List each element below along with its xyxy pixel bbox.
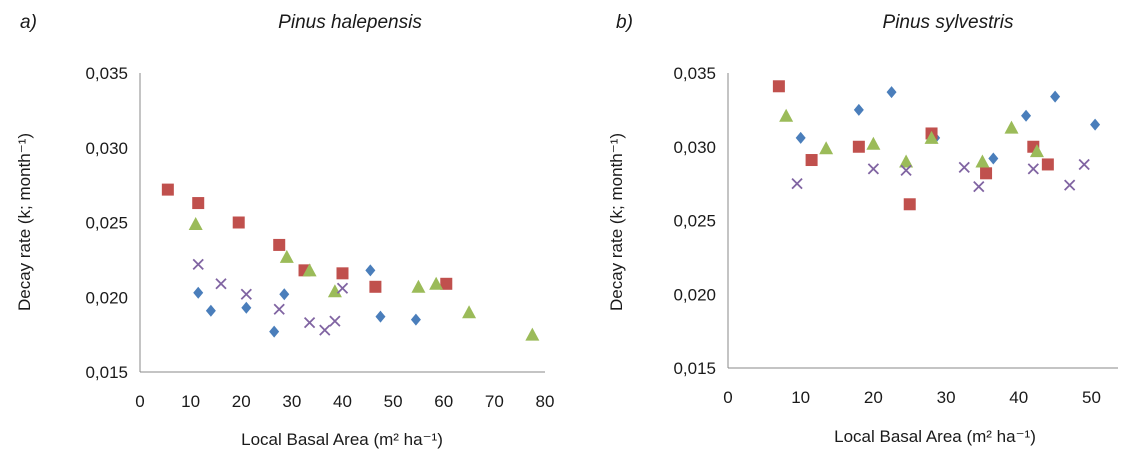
panel-a-title: Pinus halepensis	[278, 12, 422, 33]
panel-a-data-point-x	[192, 258, 204, 270]
panel-a-data-point-square	[273, 238, 286, 251]
panel-a-data-point-diamond	[269, 325, 280, 338]
panel-b-data-point-diamond	[1050, 90, 1061, 103]
panel-a-x-tick-label: 50	[384, 392, 403, 411]
panel-a-data-point-x	[240, 288, 252, 300]
panel-b-x-tick-label: 10	[791, 388, 810, 407]
panel-b-data-point-x	[1064, 179, 1076, 191]
panel-a-x-tick-label: 70	[485, 392, 504, 411]
panel-a-data-point-triangle	[525, 327, 540, 341]
panel-b-data-point-triangle	[1004, 120, 1019, 134]
panel-a-data-point-x	[303, 317, 316, 329]
panel-b-data-point-square	[980, 167, 993, 180]
panel-b-x-tick-label: 40	[1009, 388, 1028, 407]
panel-b-data-point-triangle	[975, 154, 990, 168]
panel-b-data-point-triangle	[1029, 144, 1044, 158]
panel-a-y-tick-label: 0,025	[85, 214, 128, 233]
panel-b-data-point-diamond	[886, 86, 897, 99]
panel-b-data-point-triangle	[819, 141, 834, 155]
panel-a-y-tick-label: 0,030	[85, 139, 128, 158]
panel-a-marks: 0,015 0,020 0,025 0,030 0,035 0 10 20 30 40 50 60 70…	[85, 64, 554, 411]
panel-b-data-point-diamond	[1090, 118, 1101, 131]
panel-b-y-tick-label: 0,035	[673, 64, 716, 83]
panel-b-x-tick-label: 30	[937, 388, 956, 407]
panel-b-data-point-x	[791, 177, 803, 190]
panel-b-marks: 0,015 0,020 0,025 0,030 0,035 0 10 20 30 40 50	[673, 64, 1100, 407]
panel-a-data-point-square	[232, 216, 245, 229]
panel-a-data-point-diamond	[375, 310, 386, 323]
panel-b-data-point-square	[1041, 158, 1054, 171]
panel-a-label: a)	[20, 12, 37, 33]
panel-a-y-tick-label: 0,020	[85, 288, 128, 307]
panel-b-data-point-x	[900, 164, 912, 176]
panel-a-x-tick-label: 80	[536, 392, 555, 411]
panel-b-data-point-x	[867, 163, 880, 175]
panel-b-data-point-triangle	[779, 108, 794, 122]
panel-b-data-point-diamond	[795, 131, 806, 144]
panel-b-data-point-triangle	[866, 136, 881, 150]
panel-a-data-point-diamond	[410, 313, 421, 326]
panel-b-data-point-square	[772, 80, 785, 93]
panel-a-data-point-x	[319, 324, 331, 336]
panel-a-x-tick-label: 20	[232, 392, 251, 411]
panel-b-xlabel: Local Basal Area (m² ha⁻¹)	[834, 427, 1036, 446]
panel-b-ylabel: Decay rate (k; month⁻¹)	[607, 133, 626, 311]
panel-a: a) Pinus halepensis 0,015 0,020 0,025 0,030…	[15, 12, 554, 449]
panel-b-data-point-triangle	[899, 154, 914, 168]
panel-a-data-point-square	[369, 280, 382, 293]
panel-a-data-point-triangle	[462, 305, 477, 319]
panel-a-data-point-triangle	[429, 276, 444, 290]
panel-a-data-point-square	[161, 183, 174, 196]
panel-a-ylabel: Decay rate (k; month⁻¹)	[15, 133, 34, 311]
panel-a-data-point-x	[215, 278, 227, 290]
panel-b-data-point-square	[852, 140, 865, 153]
panel-b-y-tick-label: 0,020	[673, 285, 716, 304]
panel-a-x-tick-label: 10	[181, 392, 200, 411]
panel-a-data-point-triangle	[327, 284, 342, 298]
panel-b-label: b)	[616, 12, 633, 33]
panel-a-data-point-diamond	[205, 304, 216, 317]
panel-b-y-tick-label: 0,025	[673, 212, 716, 231]
panel-a-data-point-square	[336, 267, 349, 280]
panel-a-data-point-triangle	[302, 263, 317, 277]
panel-b-y-tick-label: 0,015	[673, 359, 716, 378]
panel-b-data-point-diamond	[988, 152, 999, 165]
panel-b-x-tick-label: 20	[864, 388, 883, 407]
panel-a-data-point-square	[440, 277, 453, 290]
panel-a-data-point-triangle	[411, 279, 426, 293]
panel-a-x-tick-label: 0	[135, 392, 144, 411]
panel-a-y-tick-label: 0,015	[85, 363, 128, 382]
panel-a-x-tick-label: 40	[333, 392, 352, 411]
panel-a-x-tick-label: 60	[434, 392, 453, 411]
panel-a-data-point-diamond	[365, 264, 376, 277]
panel-a-data-point-x	[336, 282, 349, 294]
panel-a-data-point-diamond	[241, 301, 252, 314]
panel-b-data-point-diamond	[853, 103, 864, 116]
panel-a-data-point-diamond	[193, 286, 204, 299]
panel-b-data-point-square	[903, 198, 916, 211]
panel-a-data-point-diamond	[279, 288, 290, 301]
panel-a-data-point-square	[192, 197, 205, 210]
panel-b-data-point-triangle	[924, 130, 939, 144]
panel-b-data-point-x	[1078, 158, 1090, 171]
panel-a-data-point-triangle	[188, 216, 203, 230]
panel-b-x-tick-label: 50	[1082, 388, 1101, 407]
panel-a-y-tick-label: 0,035	[85, 64, 128, 83]
panel-b-data-point-square	[805, 154, 818, 167]
panel-a-data-point-triangle	[279, 249, 294, 263]
panel-a-x-tick-label: 30	[282, 392, 301, 411]
panel-b-data-point-x	[958, 161, 970, 174]
panel-a-xlabel: Local Basal Area (m² ha⁻¹)	[241, 430, 443, 449]
panel-a-data-point-x	[329, 315, 341, 327]
panel-a-data-point-x	[273, 303, 285, 315]
panel-b-x-tick-label: 0	[723, 388, 732, 407]
panel-b-data-point-diamond	[1021, 109, 1032, 122]
panel-b-title: Pinus sylvestris	[883, 12, 1014, 33]
panel-b-data-point-x	[973, 180, 985, 193]
panel-b-y-tick-label: 0,030	[673, 138, 716, 157]
panel-b-data-point-x	[1027, 163, 1039, 175]
panel-b: b) Pinus sylvestris 0,015 0,020 0,025 0,030…	[607, 12, 1118, 446]
